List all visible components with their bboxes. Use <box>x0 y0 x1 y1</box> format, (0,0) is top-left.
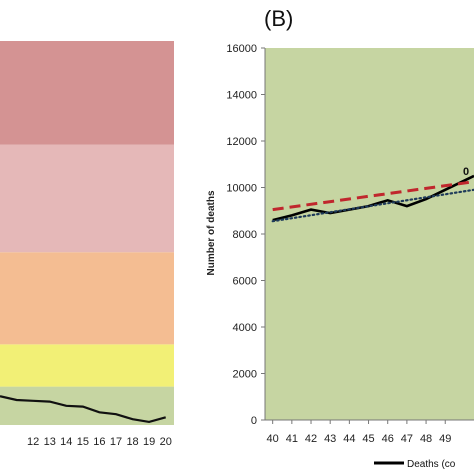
legend-label: Deaths (co <box>407 459 456 470</box>
panel-b-y-tick-label: 6000 <box>233 276 257 288</box>
panel-a-x-tick: 20 <box>160 436 172 448</box>
panel-b-chart: (B) 0 2000 4000 6000 8000 10000 12000 14000 1600… <box>206 6 474 470</box>
panel-a-x-tick: 18 <box>126 436 138 448</box>
panel-b-x-tick-label: 40 <box>267 433 279 445</box>
panel-a-chart: 12 13 14 15 16 17 18 19 20 <box>0 41 174 448</box>
panel-b-line-dotted <box>271 188 474 223</box>
panel-b-x-tick-label: 47 <box>401 433 413 445</box>
panel-b-x-tick-label: 42 <box>305 433 317 445</box>
panel-b-x-tick-label: 43 <box>324 433 336 445</box>
panel-b-y-tick-label: 10000 <box>226 183 257 195</box>
panel-b-plot-area <box>265 48 474 420</box>
panel-a-line-0 <box>0 395 166 424</box>
panel-b-y-axis-label: Number of deaths <box>206 190 217 275</box>
panel-a-x-tick: 19 <box>143 436 155 448</box>
panel-a-x-tick: 16 <box>93 436 105 448</box>
panel-b-x-tick-label: 46 <box>382 433 394 445</box>
panel-b-x-tick-label: 44 <box>343 433 355 445</box>
panel-b-y-tick-label: 4000 <box>233 322 257 334</box>
risk-band-0 <box>0 386 174 425</box>
panel-b-x-tick-label: 45 <box>362 433 374 445</box>
panel-b-x-tick-label: 48 <box>420 433 432 445</box>
panel-b-y-tick-label: 8000 <box>233 229 257 241</box>
panel-b-series <box>271 174 474 223</box>
panel-a-x-tick: 14 <box>60 436 72 448</box>
panel-b-y-tick-label: 14000 <box>226 90 257 102</box>
panel-b-annotation: 0 <box>463 166 469 178</box>
risk-band-3 <box>0 144 174 253</box>
panel-b-y-tick-label: 12000 <box>226 136 257 148</box>
panel-a-x-tick: 17 <box>110 436 122 448</box>
risk-band-1 <box>0 344 174 387</box>
panel-a-x-tick: 12 <box>27 436 39 448</box>
panel-b-y-ticks: 0 2000 4000 6000 8000 10000 12000 14000 16000 <box>226 43 265 427</box>
panel-b-x-tick-label: 41 <box>286 433 298 445</box>
panel-a-series <box>0 395 166 424</box>
panel-b-y-tick-label: 16000 <box>226 43 257 55</box>
panel-b-y-tick-label: 2000 <box>233 369 257 381</box>
risk-band-2 <box>0 252 174 345</box>
panel-b-legend: Deaths (co <box>374 459 456 470</box>
risk-bands <box>0 41 174 425</box>
panel-b-x-tick-label: 49 <box>439 433 451 445</box>
panel-a-x-ticks: 12 13 14 15 16 17 18 19 20 <box>27 436 172 448</box>
panel-a-x-tick: 13 <box>44 436 56 448</box>
panel-b-x-ticks: 40 41 42 43 44 45 46 47 48 49 <box>267 420 451 445</box>
panel-b-label: (B) <box>264 6 293 31</box>
risk-band-4 <box>0 41 174 145</box>
panel-a-x-tick: 15 <box>77 436 89 448</box>
panel-b-y-tick-label: 0 <box>251 415 257 427</box>
